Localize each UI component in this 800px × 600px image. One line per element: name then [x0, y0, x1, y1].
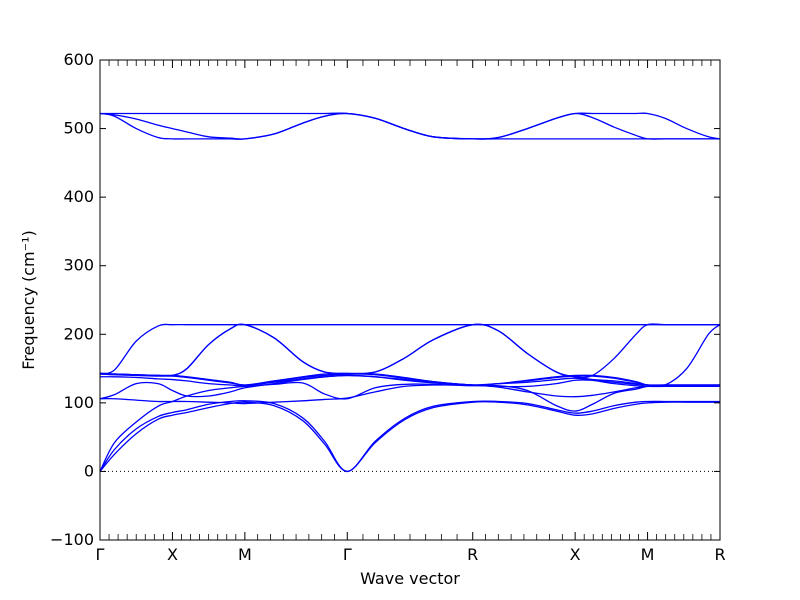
band-line-1	[99, 400, 720, 473]
y-tick-label: 300	[63, 256, 94, 275]
band-line-2	[99, 400, 720, 473]
x-tick-label: Γ	[96, 545, 105, 564]
y-tick-label: 0	[84, 461, 94, 480]
x-axis-label: Wave vector	[360, 569, 460, 588]
x-tick-label: R	[714, 545, 725, 564]
band-line-8	[99, 373, 720, 386]
x-tick-label: M	[238, 545, 252, 564]
plot-lines	[99, 112, 721, 473]
x-tick-label: Γ	[343, 545, 352, 564]
y-tick-label: 200	[63, 324, 94, 343]
y-tick-label: 600	[63, 50, 94, 69]
x-tick-label: R	[467, 545, 478, 564]
y-tick-label: 500	[63, 119, 94, 138]
band-line-5	[99, 374, 720, 400]
y-tick-label: 400	[63, 187, 94, 206]
y-axis-label: Frequency (cm⁻¹)	[19, 230, 38, 369]
band-line-4	[99, 377, 720, 405]
x-tick-label: M	[641, 545, 655, 564]
band-line-12	[100, 112, 721, 140]
y-tick-label: 100	[63, 393, 94, 412]
band-line-14	[99, 112, 720, 140]
x-tick-label: X	[570, 545, 581, 564]
band-line-9	[99, 323, 720, 375]
band-line-11	[99, 323, 721, 387]
band-line-3	[99, 381, 720, 472]
ticks: −100 0 100 200 300 400 500 600 Γ X M Γ R X M R	[50, 50, 726, 564]
x-tick-label: X	[167, 545, 178, 564]
band-line-13	[99, 112, 720, 140]
y-tick-label: −100	[50, 530, 94, 549]
band-line-10	[99, 323, 720, 379]
